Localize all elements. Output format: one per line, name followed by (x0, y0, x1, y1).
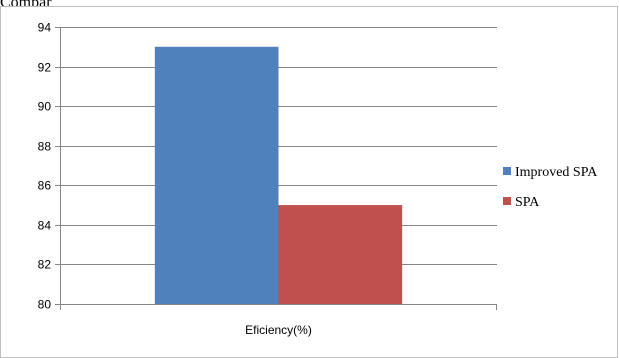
y-tick-label-88: 88 (38, 140, 52, 154)
legend: Improved SPA SPA (503, 165, 598, 210)
legend-swatch-spa (503, 197, 511, 205)
legend-label-spa: SPA (515, 195, 540, 210)
x-category-label: Eficiency(%) (245, 323, 312, 337)
legend-swatch-improved-spa (503, 167, 511, 175)
axis-labels: 80 82 84 86 88 90 92 94 Eficiency(%) (38, 21, 312, 338)
y-tick-label-84: 84 (38, 219, 52, 233)
bars (154, 46, 403, 305)
page-text-fragment: Compar (0, 0, 52, 11)
y-tick-label-86: 86 (38, 179, 52, 193)
y-tick-label-80: 80 (38, 298, 52, 312)
legend-label-improved-spa: Improved SPA (515, 165, 598, 180)
y-tick-label-94: 94 (38, 21, 52, 35)
y-tick-label-90: 90 (38, 100, 52, 114)
y-tick-label-92: 92 (38, 61, 52, 75)
y-tick-label-82: 82 (38, 258, 52, 272)
bar-improved-spa (154, 46, 279, 305)
axes (55, 27, 497, 310)
bar-spa (278, 205, 403, 304)
